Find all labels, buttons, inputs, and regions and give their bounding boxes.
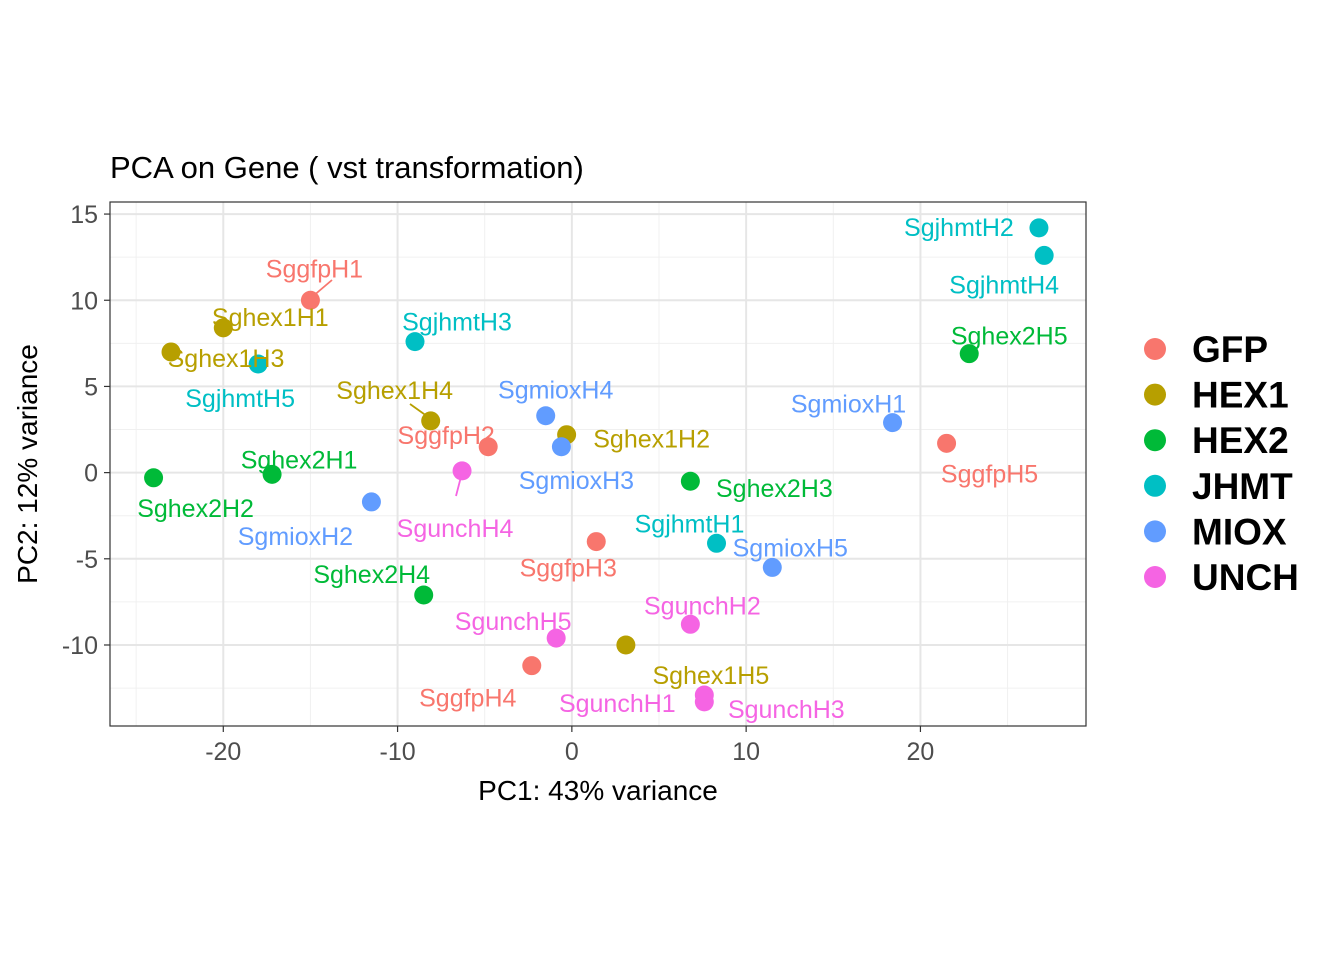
data-point-sgunchh4 <box>452 461 472 481</box>
y-tick-label: 0 <box>84 460 98 488</box>
point-label-sggfph5: SggfpH5 <box>941 460 1038 488</box>
data-point-sghex1h3 <box>161 342 181 362</box>
point-label-sghex2h2: Sghex2H2 <box>137 495 254 523</box>
x-axis-title: PC1: 43% variance <box>478 775 718 806</box>
point-label-sghex1h4: Sghex1H4 <box>336 377 453 405</box>
point-label-sgunchh4: SgunchH4 <box>397 515 514 543</box>
legend-key-hex2 <box>1144 429 1166 452</box>
point-label-sghex1h5: Sghex1H5 <box>653 662 770 690</box>
point-label-sgjhmth2: SgjhmtH2 <box>904 214 1014 242</box>
data-point-sgunchh5 <box>546 628 566 648</box>
y-tick-label: -10 <box>62 632 98 660</box>
data-point-sggfph5 <box>937 433 957 453</box>
point-label-sghex2h4: Sghex2H4 <box>313 561 430 589</box>
data-point-sgmioxh2 <box>361 492 381 512</box>
legend-label-gfp: GFP <box>1192 329 1268 370</box>
data-point-sghex1h5 <box>616 635 636 655</box>
data-point-sgjhmth2 <box>1029 218 1049 238</box>
x-tick-label: -20 <box>205 738 241 766</box>
data-point-sggfph2 <box>478 437 498 457</box>
y-tick-label: -5 <box>76 546 98 574</box>
point-label-sggfph1: SggfpH1 <box>266 255 363 283</box>
data-point-sgjhmth3 <box>405 332 425 352</box>
legend-key-gfp <box>1144 338 1166 360</box>
data-point-sggfph3 <box>586 532 606 552</box>
data-point-sgunchh2 <box>680 614 700 634</box>
point-label-sggfph2: SggfpH2 <box>398 422 495 450</box>
legend-key-hex1 <box>1144 383 1166 406</box>
plot-panel <box>109 201 1087 727</box>
point-label-sgjhmth5: SgjhmtH5 <box>185 385 295 413</box>
data-point-sghex2h3 <box>680 471 700 491</box>
data-point-sghex2h2 <box>144 468 164 488</box>
x-tick-label: 0 <box>565 738 579 766</box>
y-tick-label: 15 <box>70 201 98 229</box>
legend-label-hex2: HEX2 <box>1192 420 1289 461</box>
data-point-sgjhmth1 <box>707 533 727 553</box>
point-label-sghex1h1: Sghex1H1 <box>212 304 329 332</box>
legend-label-unch: UNCH <box>1192 557 1299 598</box>
point-label-sgjhmth4: SgjhmtH4 <box>949 271 1059 299</box>
x-tick-label: 20 <box>907 738 935 766</box>
y-tick-label: 5 <box>84 373 98 401</box>
x-tick-label: -10 <box>380 738 416 766</box>
point-label-sgmioxh3: SgmioxH3 <box>519 467 634 495</box>
legend-label-hex1: HEX1 <box>1192 375 1289 416</box>
point-label-sggfph3: SggfpH3 <box>520 555 617 583</box>
data-point-sgmioxh5 <box>762 557 782 577</box>
data-point-sghex2h5 <box>959 344 979 364</box>
data-point-sghex2h4 <box>414 585 434 605</box>
point-label-sgjhmth1: SgjhmtH1 <box>635 510 745 538</box>
data-point-sggfph1 <box>300 290 320 310</box>
data-point-sghex1h1 <box>213 318 233 338</box>
data-point-sgmioxh3 <box>551 437 571 457</box>
point-label-sgunchh3: SgunchH3 <box>728 696 845 724</box>
data-point-sghex2h1 <box>262 464 282 484</box>
data-point-sgmioxh4 <box>536 406 556 426</box>
legend-key-jhmt <box>1144 474 1166 497</box>
y-tick-label: 10 <box>70 287 98 315</box>
data-point-sghex1h4 <box>421 411 441 431</box>
point-label-sghex2h3: Sghex2H3 <box>716 475 833 503</box>
point-label-sgmioxh1: SgmioxH1 <box>791 391 906 419</box>
data-point-sgjhmth5 <box>248 354 268 374</box>
point-label-sgmioxh5: SgmioxH5 <box>733 534 848 562</box>
legend-key-miox <box>1144 520 1166 543</box>
point-label-sgunchh1: SgunchH1 <box>559 690 676 718</box>
point-label-sgjhmth3: SgjhmtH3 <box>402 309 512 337</box>
data-point-sgunchh3 <box>694 692 714 712</box>
data-point-sgjhmth4 <box>1034 245 1054 265</box>
point-label-sgunchh2: SgunchH2 <box>644 592 761 620</box>
point-label-sghex2h5: Sghex2H5 <box>951 323 1068 351</box>
point-label-sgmioxh2: SgmioxH2 <box>238 523 353 551</box>
legend-label-miox: MIOX <box>1192 511 1287 552</box>
point-label-sghex1h3: Sghex1H3 <box>168 345 285 373</box>
point-label-sghex1h2: Sghex1H2 <box>593 426 710 454</box>
data-point-sgmioxh1 <box>883 413 903 433</box>
point-label-sghex2h1: Sghex2H1 <box>241 446 358 474</box>
data-point-sggfph4 <box>522 656 542 676</box>
point-label-sggfph4: SggfpH4 <box>419 685 516 713</box>
point-label-sgmioxh4: SgmioxH4 <box>498 377 613 405</box>
x-tick-label: 10 <box>732 738 760 766</box>
chart-title: PCA on Gene ( vst transformation) <box>110 150 584 185</box>
point-label-sgunchh5: SgunchH5 <box>455 608 572 636</box>
legend-label-jhmt: JHMT <box>1192 466 1293 507</box>
legend-key-unch <box>1144 566 1166 588</box>
y-axis-title: PC2: 12% variance <box>12 344 43 584</box>
